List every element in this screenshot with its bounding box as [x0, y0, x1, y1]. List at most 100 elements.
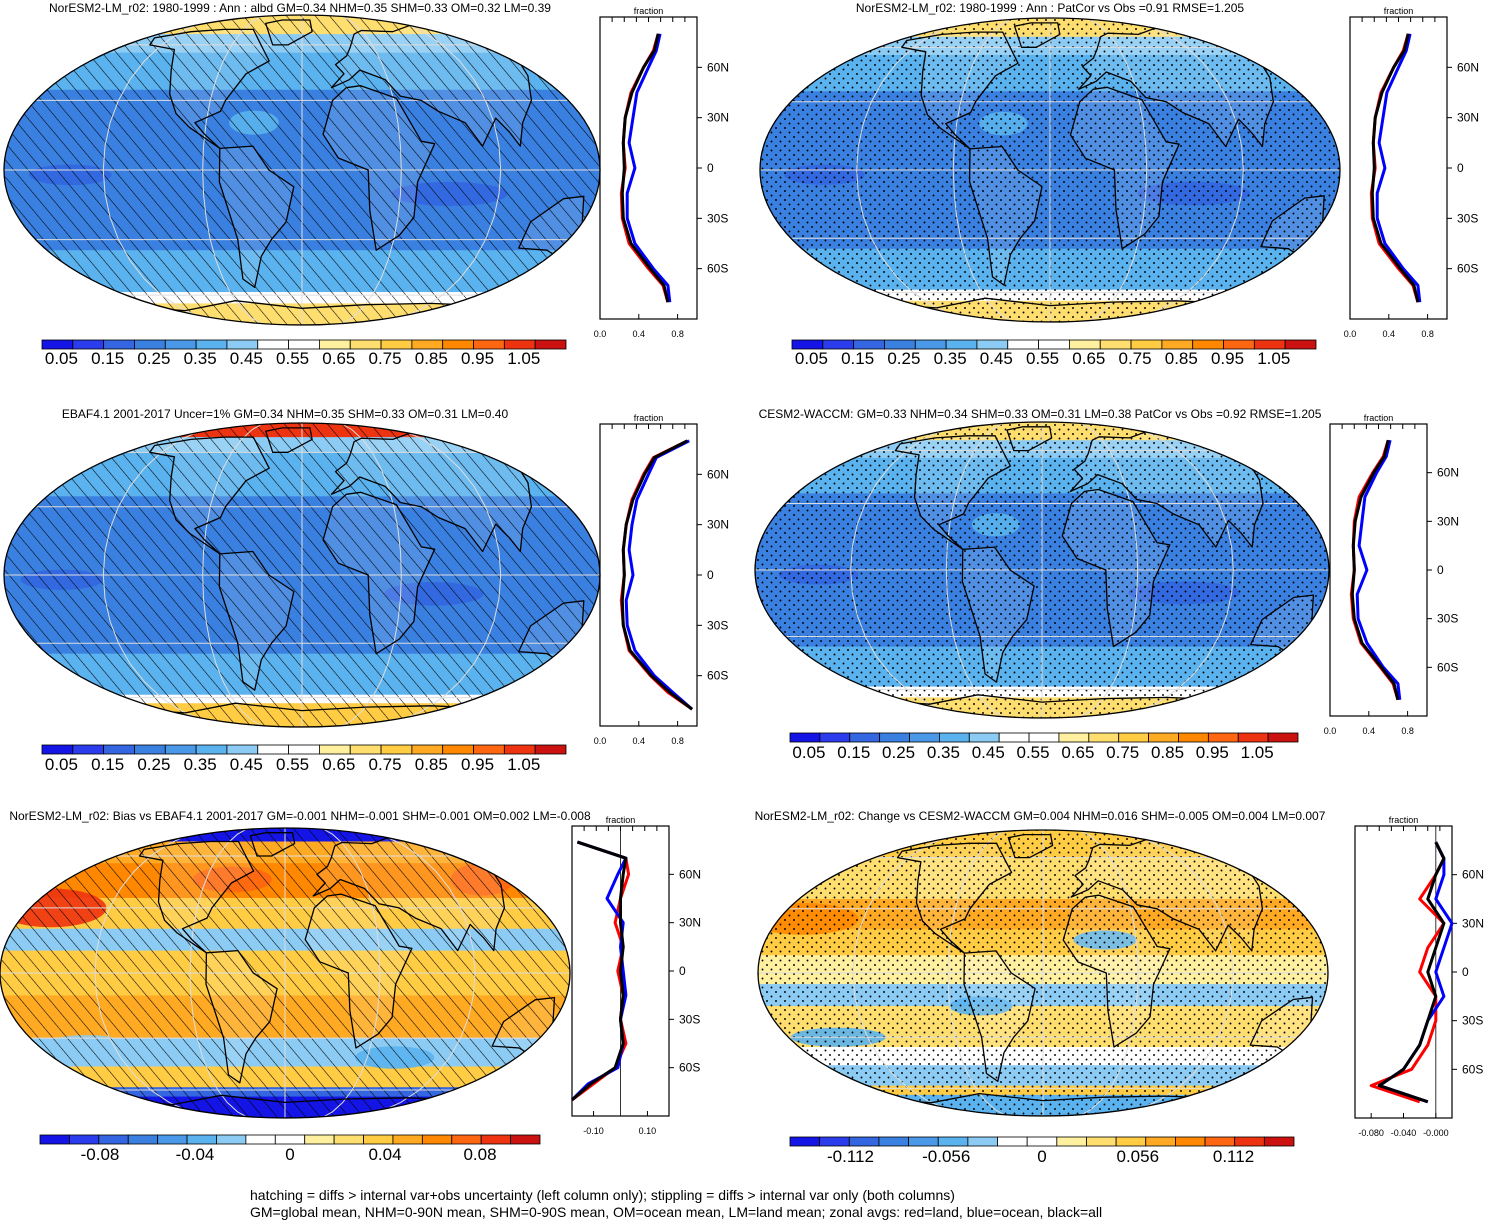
coastline-samerica	[218, 145, 295, 289]
zonal-x-label: 0.8	[671, 329, 684, 339]
zonal-line-all	[1370, 33, 1420, 303]
colorbar-label: 0.25	[887, 349, 920, 368]
zonal-x-label: 0.4	[633, 736, 646, 746]
colorbar-swatch	[879, 732, 910, 743]
colorbar-swatch	[257, 339, 289, 350]
coastline-samerica	[963, 950, 1036, 1082]
panel-bias-vs-ebaf: NorESM2-LM_r02: Bias vs EBAF4.1 2001-201…	[0, 809, 701, 1164]
colorbar-label: 0.95	[461, 755, 494, 774]
coastline-antarctica	[862, 1092, 1224, 1116]
colorbar-swatch	[134, 744, 166, 755]
colorbar-swatch	[849, 732, 881, 743]
zonal-y-label: 60S	[679, 1061, 700, 1075]
panel-title: NorESM2-LM_r02: Bias vs EBAF4.1 2001-201…	[9, 809, 591, 823]
colorbar-label: 0.056	[1116, 1147, 1159, 1166]
meridian-line	[321, 828, 381, 1118]
meridian-line	[102, 15, 227, 325]
colorbar-swatch	[1253, 339, 1286, 350]
zonal-average-plot: fraction 0.0 0.4 0.8 60N 30N 0 30S 60S	[1324, 413, 1459, 736]
zonal-line-all	[620, 439, 694, 711]
zonal-x-label: 0.8	[671, 736, 684, 746]
map-field	[4, 15, 600, 325]
colorbar-swatch	[157, 1134, 188, 1145]
zonal-y-label: 60N	[1462, 868, 1484, 882]
coastline-antarctica	[866, 297, 1234, 322]
colorbar-label: 0	[285, 1145, 294, 1164]
colorbar-swatch	[1099, 339, 1132, 350]
coastline-greenland	[1006, 426, 1053, 452]
panel-model-patcor: NorESM2-LM_r02: 1980-1999 : Ann : PatCor…	[759, 1, 1479, 368]
meridian-line	[852, 830, 971, 1116]
zonal-y-label: 30N	[707, 111, 729, 125]
colorbar-swatch	[1234, 1136, 1265, 1147]
zonal-y-label: 30S	[1437, 612, 1458, 626]
colorbar-swatch	[884, 339, 916, 350]
meridian-line	[1115, 830, 1234, 1116]
coastline-eurasia	[330, 24, 533, 147]
coastline-africa	[322, 491, 436, 655]
map-border	[0, 827, 571, 1119]
colorbar-swatch	[442, 339, 474, 350]
zonal-x-label: 0.4	[1383, 329, 1396, 339]
colorbar-swatch	[1207, 732, 1239, 743]
zonal-y-label: 30S	[1462, 1014, 1483, 1028]
colorbar-label: 0.35	[184, 349, 217, 368]
zonal-line-all	[1377, 841, 1446, 1104]
colorbar-label: 0.15	[837, 743, 870, 762]
colorbar-label: 0.55	[276, 349, 309, 368]
coastline-greenland	[265, 427, 313, 453]
coastline-samerica	[961, 546, 1035, 683]
colorbar-label: 0.25	[137, 755, 170, 774]
colorbar-label: 0.95	[1211, 349, 1244, 368]
colorbar-swatch	[819, 1136, 850, 1147]
zonal-x-label: 0.0	[594, 736, 607, 746]
colorbar-swatch	[226, 339, 259, 350]
zonal-y-label: 60S	[707, 262, 728, 276]
meridian-line	[1078, 422, 1139, 718]
colorbar-swatch	[967, 1136, 998, 1147]
colorbar-label: 0.65	[322, 755, 355, 774]
colorbar-swatch	[1130, 339, 1163, 350]
colorbar-swatch	[939, 732, 970, 743]
colorbar-label: 0.75	[1106, 743, 1139, 762]
footer-means-note: GM=global mean, NHM=0-90N mean, SHM=0-90…	[250, 1204, 1103, 1220]
coastline-antarctica	[113, 300, 491, 325]
zonal-x-label: 0.0	[594, 329, 607, 339]
colorbar-swatch	[1267, 732, 1299, 743]
colorbar-swatch	[319, 744, 351, 755]
colorbar-label: -0.056	[922, 1147, 970, 1166]
zonal-line-ocean	[1375, 33, 1422, 303]
colorbar-swatch	[226, 744, 259, 755]
colorbar-label: 0.05	[792, 743, 825, 762]
coastline-greenland	[1013, 22, 1061, 48]
colorbar-swatch	[510, 1134, 541, 1145]
colorbar-swatch	[216, 1134, 247, 1145]
meridian-line	[357, 828, 476, 1118]
colorbar-swatch	[1058, 732, 1090, 743]
colorbar-label: 1.05	[1257, 349, 1290, 368]
map-border	[757, 829, 1329, 1117]
colorbar-label: 0.35	[934, 349, 967, 368]
colorbar-swatch	[186, 1134, 217, 1145]
zonal-y-label: 30N	[1437, 514, 1459, 528]
colorbar-label: 0.35	[927, 743, 960, 762]
colorbar-label: 0.65	[1072, 349, 1105, 368]
meridian-line	[1079, 830, 1139, 1116]
colorbar-swatch	[392, 1134, 423, 1145]
zonal-line-all	[1350, 439, 1400, 701]
coastline-africa	[304, 893, 413, 1049]
map-field	[755, 422, 1329, 718]
colorbar-label: 0	[1037, 1147, 1046, 1166]
zonal-x-label: 0.8	[1401, 726, 1414, 736]
colorbar-swatch	[349, 339, 382, 350]
colorbar: 0.05 0.15 0.25 0.35 0.45 0.55 0.65 0.75 0.85 0.95…	[41, 744, 567, 774]
colorbar-swatch	[945, 339, 978, 350]
zonal-y-label: 30N	[1462, 916, 1484, 930]
colorbar-swatch	[791, 339, 824, 350]
colorbar-swatch	[480, 1134, 511, 1145]
meridian-line	[850, 422, 969, 718]
colorbar-swatch	[1145, 1136, 1176, 1147]
colorbar-swatch	[380, 339, 413, 350]
coastline-eurasia	[1069, 431, 1264, 548]
zonal-x-label: 0.0	[1324, 726, 1337, 736]
